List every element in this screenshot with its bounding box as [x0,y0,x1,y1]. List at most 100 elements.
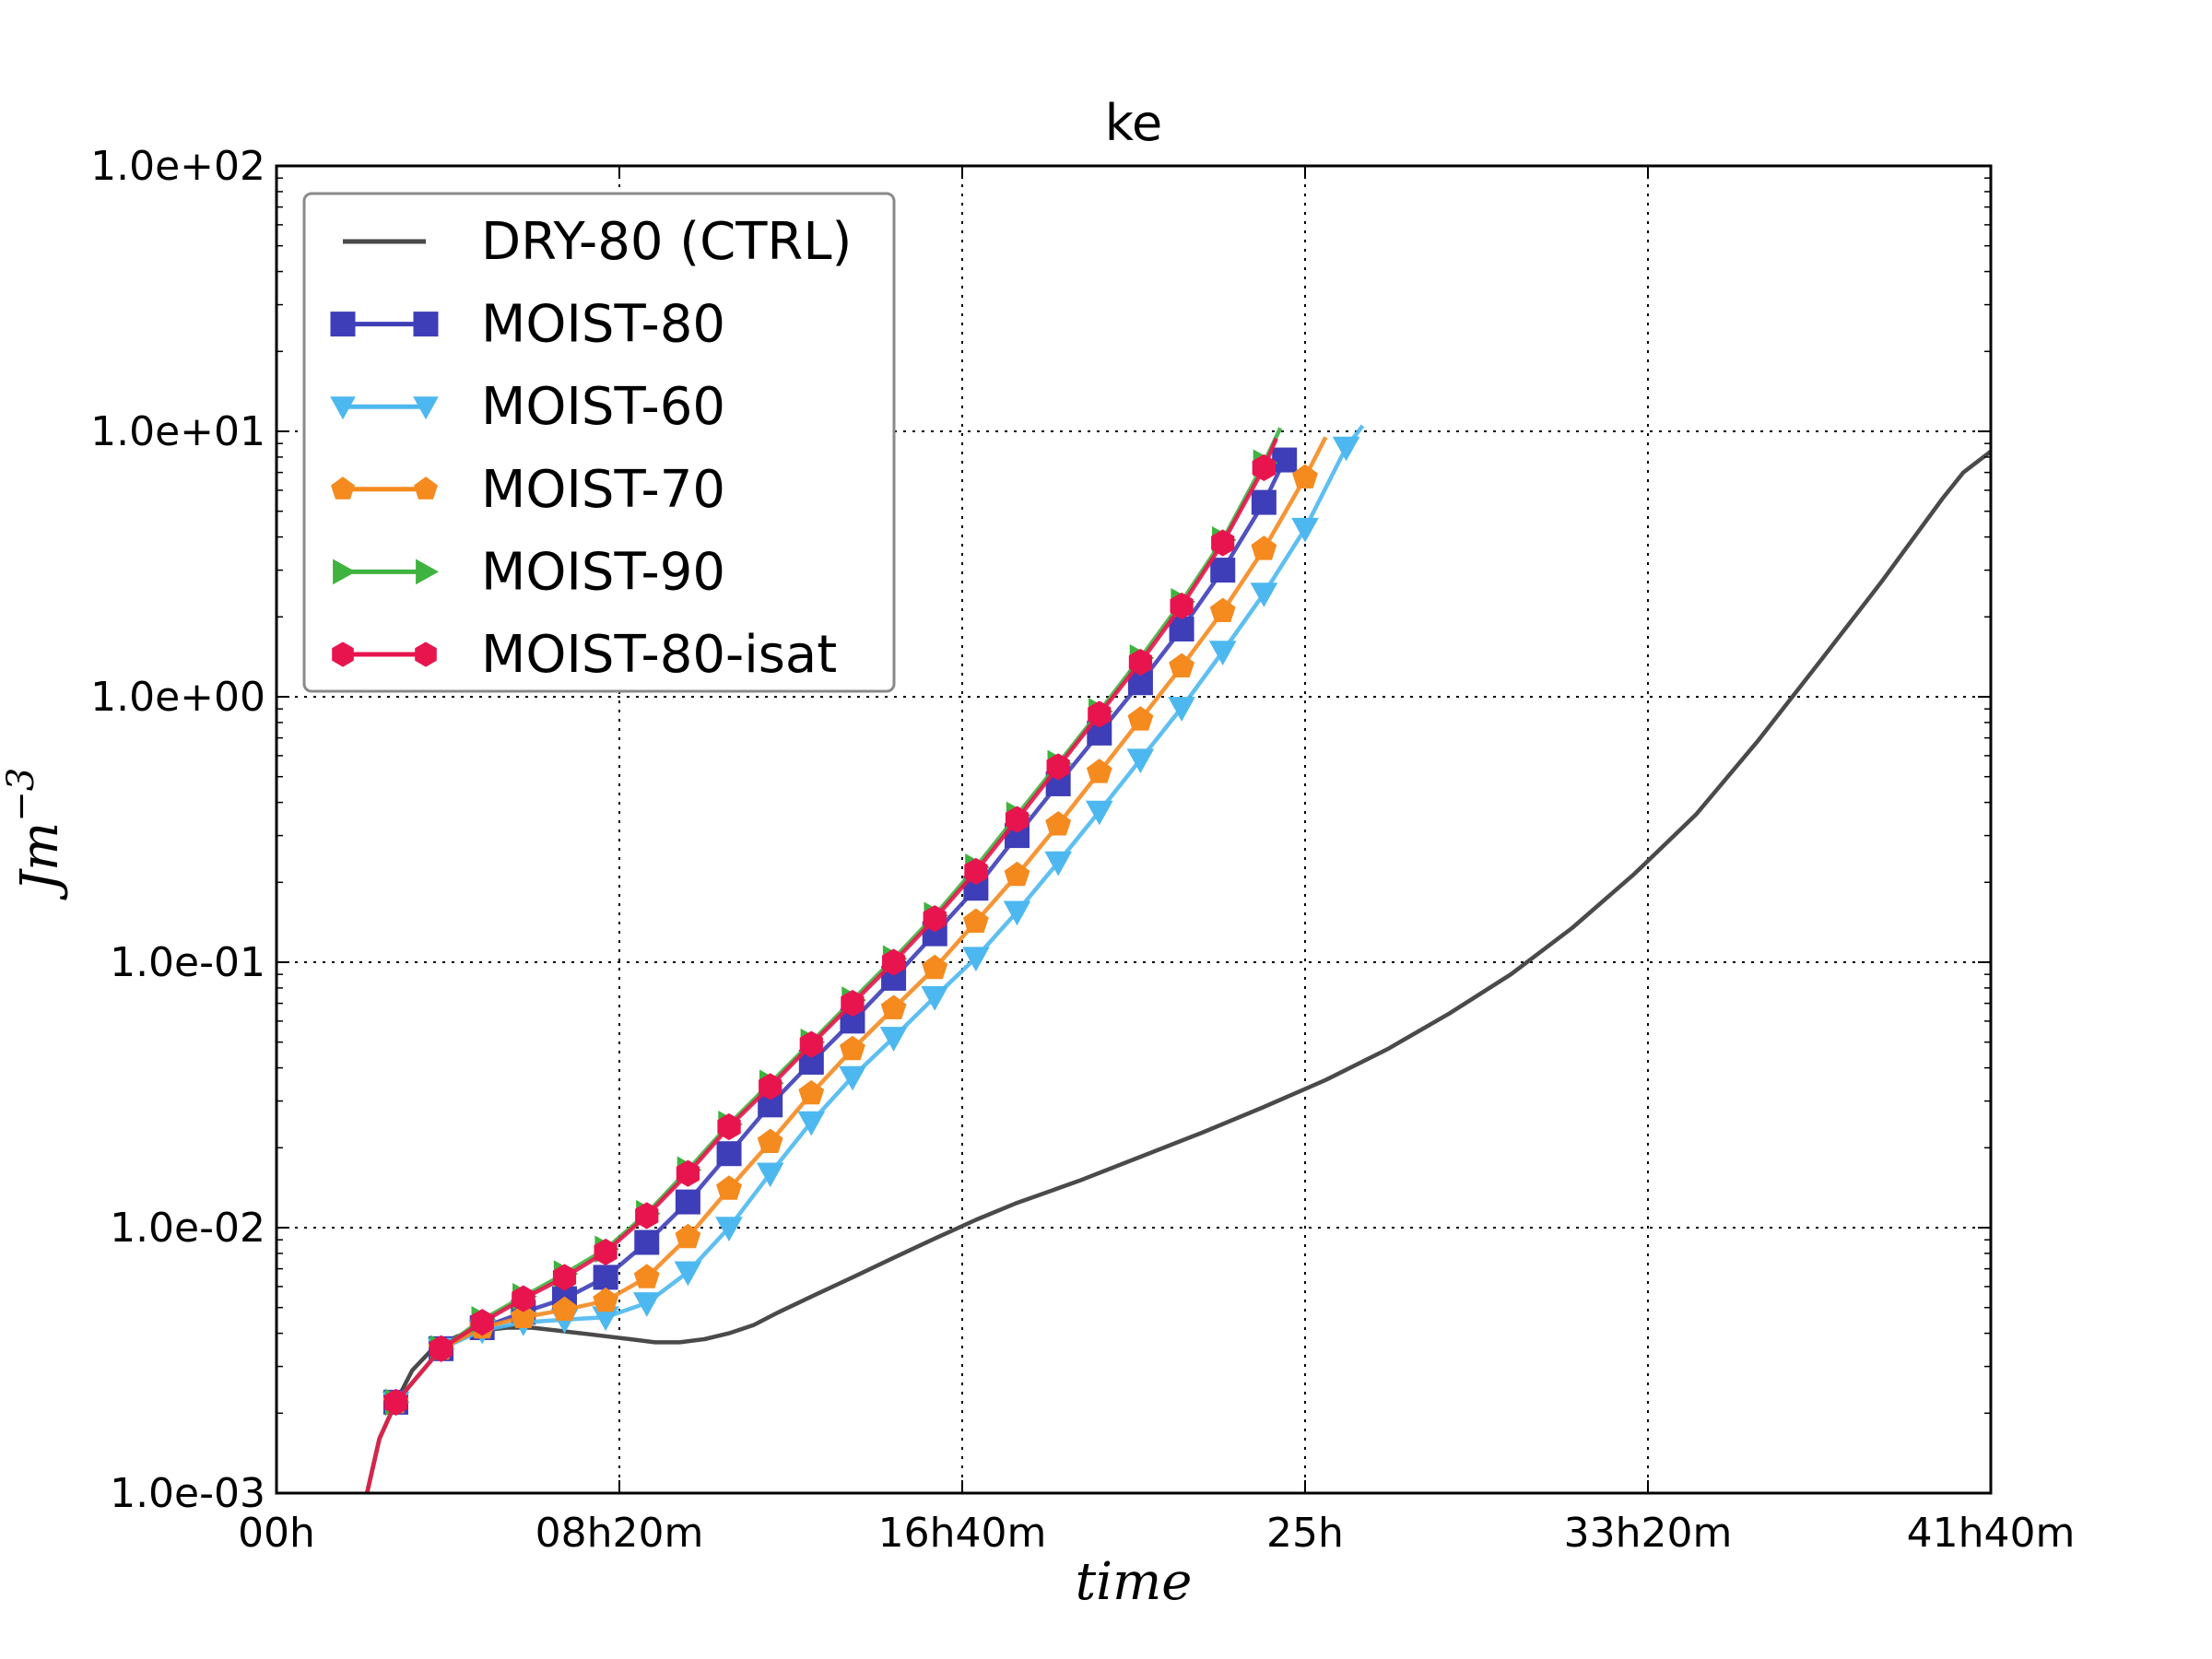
data-point [716,1141,742,1167]
data-point [799,1030,823,1058]
data-point [1045,811,1072,836]
plot-frame [275,164,1993,1495]
data-point [510,1303,536,1328]
data-point [1208,641,1237,666]
data-point [1251,535,1277,560]
legend-label: MOIST-90 [481,542,725,602]
data-point [674,1261,702,1287]
legend-label: MOIST-80 [481,295,725,355]
data-point [962,947,990,972]
data-point [1291,517,1319,543]
y-axis-label: Jm−3 [0,768,70,901]
data-point [675,1223,701,1249]
x-tick-label: 41h40m [1907,1510,2076,1557]
data-point [1210,558,1236,583]
legend-item-moist-90: MOIST-90 [333,542,725,602]
y-axis-label-exponent: −3 [0,768,42,822]
data-point [552,1264,577,1291]
data-point [1170,592,1194,619]
data-point [1086,759,1112,783]
data-point [840,1035,865,1061]
data-point [879,1027,908,1052]
data-point [1168,697,1195,722]
data-point [1088,700,1112,728]
legend-marker [332,641,354,667]
x-tick-label: 33h20m [1564,1510,1733,1557]
data-point [921,986,949,1011]
legend-marker [330,396,356,420]
series-moist-60 [365,424,1365,1494]
data-point [1250,582,1278,607]
legend-item-moist-80-isat: MOIST-80-isat [332,625,837,685]
data-point [1004,861,1030,887]
data-point [797,1111,826,1136]
data-point [593,1265,618,1290]
data-point [429,1335,453,1362]
data-point [1272,447,1298,473]
legend-label: MOIST-60 [481,377,725,437]
data-point [880,994,907,1019]
x-tick-label: 08h20m [535,1510,704,1557]
legend-marker [333,559,357,585]
y-tick-label: 1.0e-03 [110,1470,265,1517]
data-point [675,1189,700,1215]
legend-item-dry-80-ctrl: DRY-80 (CTRL) [343,212,852,272]
data-point [923,905,947,933]
data-point [756,1162,784,1188]
legend-frame [302,192,896,693]
data-point [633,1264,660,1288]
data-point [635,1202,659,1230]
y-tick-label: 1.0e+01 [90,408,265,455]
data-point [1044,851,1073,877]
data-point [717,1112,741,1141]
y-tick-label: 1.0e+02 [90,143,265,190]
legend-marker [414,477,438,500]
data-point [759,1073,782,1100]
data-point [634,1230,660,1255]
data-point [1292,464,1318,488]
legend-marker [415,641,437,667]
data-point [716,1175,742,1200]
data-point [632,1292,661,1317]
legend-item-moist-70: MOIST-70 [331,460,725,520]
legend-marker [413,396,439,420]
data-point [922,954,948,980]
data-point [512,1285,535,1312]
chart-title: ke [1105,94,1163,152]
data-point [1128,648,1153,677]
data-point [963,908,989,933]
legend-marker [416,559,440,585]
data-point [1332,436,1360,462]
data-point [1169,653,1194,677]
data-point [882,948,906,976]
y-tick-label: 1.0e+00 [90,674,265,721]
legend-marker [330,312,356,337]
data-point [1126,748,1155,774]
data-point [757,1128,783,1153]
data-point [1252,453,1276,481]
legend-item-moist-60: MOIST-60 [330,377,725,437]
data-point [839,1065,866,1091]
legend-label: MOIST-80-isat [481,625,837,685]
x-axis-label: time [1076,1552,1193,1612]
data-point [1251,489,1277,515]
legend-marker [331,477,355,500]
y-axis-label-base: Jm [10,822,70,901]
data-point [1046,753,1070,781]
y-tick-label: 1.0e-02 [110,1205,265,1252]
x-tick-label: 16h40m [878,1510,1047,1557]
legend-label: MOIST-70 [481,460,725,520]
data-point [594,1238,618,1265]
data-point [383,1388,408,1416]
data-point [593,1287,618,1312]
data-point [798,1079,825,1105]
y-tick-label: 1.0e-01 [110,939,265,986]
legend-label: DRY-80 (CTRL) [481,212,852,272]
x-tick-label: 25h [1266,1510,1344,1557]
x-tick-label: 00h [238,1510,315,1557]
data-point [715,1217,743,1242]
legend: DRY-80 (CTRL) MOIST-80 MOIST-60 MOIST-70 MOI… [302,192,896,693]
data-point [964,857,988,885]
data-point [1085,800,1113,826]
